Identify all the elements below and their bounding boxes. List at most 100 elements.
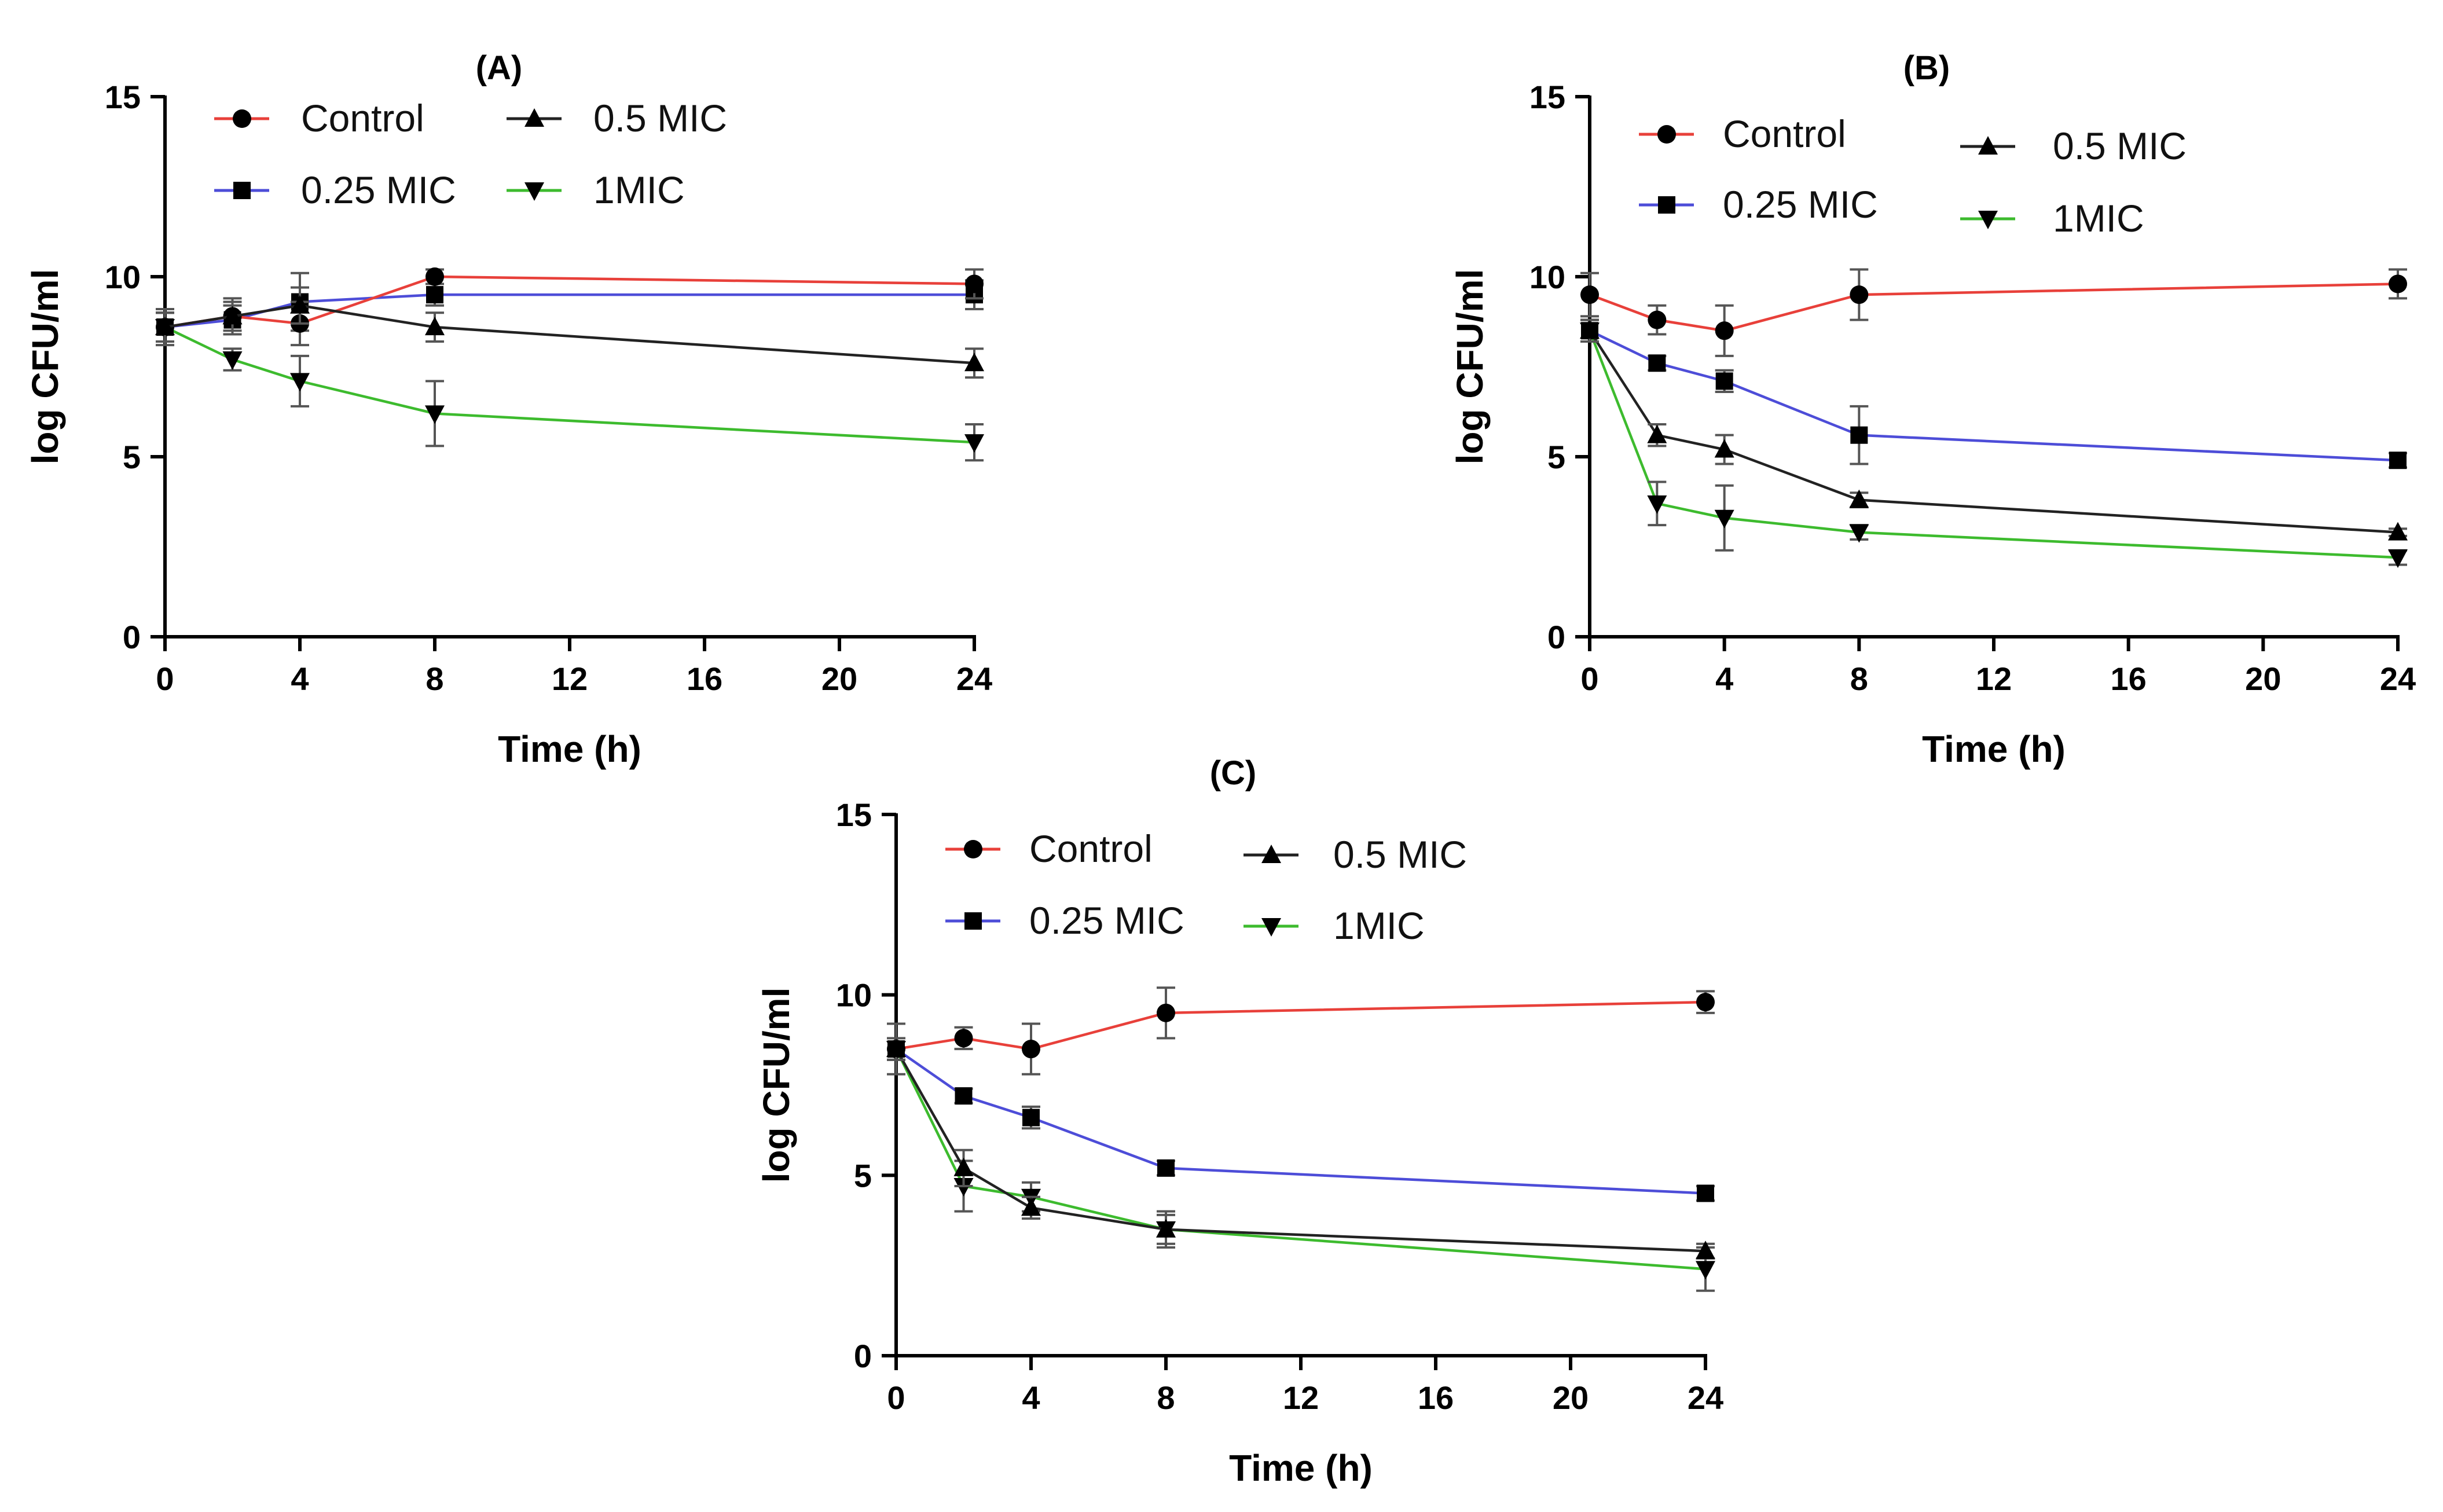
series-line <box>896 1000 1706 1051</box>
legend-label: 0.25 MIC <box>1029 899 1184 942</box>
series-line <box>1589 282 2398 332</box>
x-tick-label: 24 <box>956 660 992 697</box>
series-line <box>1589 329 2398 462</box>
data-point <box>1021 1197 1041 1216</box>
x-axis-label: Time (h) <box>498 728 641 770</box>
data-point <box>1714 509 1734 529</box>
x-tick-label: 12 <box>1283 1379 1319 1416</box>
y-tick-label: 10 <box>105 259 141 295</box>
y-tick-label: 15 <box>836 797 872 833</box>
y-tick-label: 0 <box>123 619 141 655</box>
x-tick-label: 4 <box>1715 660 1733 697</box>
data-point <box>2389 452 2407 469</box>
data-point <box>964 353 984 372</box>
legend: Control 0.5 MIC 0.25 MIC 1MIC <box>945 827 1467 947</box>
x-tick-label: 8 <box>1157 1379 1175 1416</box>
data-point <box>2388 522 2408 541</box>
x-tick-label: 16 <box>2111 660 2147 697</box>
data-point <box>1697 1184 1714 1202</box>
data-point <box>955 1087 973 1105</box>
series-line <box>895 1048 1706 1195</box>
series-line <box>164 275 975 329</box>
chart-panel-a: (A) 0 4 8 12 16 20 24 0 5 10 15 Time (h) log CFU/ml Co… <box>24 49 992 770</box>
data-point <box>426 286 443 304</box>
series-line <box>1589 330 2398 534</box>
legend-marker <box>233 109 251 128</box>
x-tick-label: 24 <box>2380 660 2416 697</box>
data-point <box>1696 1241 1715 1260</box>
data-point <box>425 317 445 336</box>
data-point <box>290 373 310 392</box>
series-line <box>895 1048 1706 1253</box>
chart-title: (B) <box>1903 49 1950 87</box>
chart-panel-c: (C) 0 4 8 12 16 20 24 0 5 10 15 Time (h) log CFU/ml Co… <box>755 754 1723 1489</box>
legend-label: 1MIC <box>593 168 685 211</box>
data-point <box>964 434 984 453</box>
series-line <box>164 304 975 365</box>
legend-label: 0.5 MIC <box>593 97 727 140</box>
data-point <box>425 405 445 424</box>
data-point <box>1696 993 1715 1012</box>
data-point <box>953 1157 974 1176</box>
y-axis-label: log CFU/ml <box>755 988 797 1183</box>
legend-marker <box>524 182 544 201</box>
legend-label: Control <box>301 97 424 140</box>
data-point <box>425 267 444 286</box>
data-point <box>1157 1003 1175 1022</box>
data-point <box>1850 285 1869 304</box>
legend-marker <box>964 912 982 930</box>
data-point <box>1648 310 1667 329</box>
data-point <box>1580 320 1600 339</box>
data-point <box>290 295 310 314</box>
x-tick-label: 12 <box>552 660 588 697</box>
legend-label: 0.5 MIC <box>2053 124 2187 167</box>
data-point <box>1580 285 1599 304</box>
x-tick-label: 8 <box>1850 660 1868 697</box>
data-point <box>965 274 984 293</box>
x-tick-label: 0 <box>1580 660 1598 697</box>
data-point <box>1022 1040 1040 1059</box>
x-tick-label: 20 <box>1553 1379 1589 1416</box>
x-tick-label: 16 <box>1418 1379 1454 1416</box>
data-point <box>1156 1219 1176 1238</box>
x-tick-label: 0 <box>887 1379 905 1416</box>
data-point <box>1849 524 1869 543</box>
legend-label: Control <box>1723 112 1846 155</box>
legend-label: 1MIC <box>2053 197 2144 240</box>
series-1mic <box>886 1037 1715 1292</box>
legend: Control 0.5 MIC 0.25 MIC 1MIC <box>1639 112 2187 240</box>
chart-title: (C) <box>1210 754 1257 792</box>
y-tick-label: 10 <box>836 977 872 1014</box>
data-point <box>1849 489 1869 508</box>
x-tick-label: 4 <box>291 660 309 697</box>
legend-label: 0.25 MIC <box>301 168 456 211</box>
legend-marker <box>1261 918 1281 937</box>
series-0-25-mic <box>1580 318 2407 469</box>
data-point <box>1696 1261 1715 1280</box>
chart-panel-b: (B) 0 4 8 12 16 20 24 0 5 10 15 Time (h) log CFU/ml Co… <box>1449 49 2416 770</box>
data-point <box>1714 439 1734 458</box>
legend-marker <box>524 108 544 127</box>
data-point <box>1648 354 1666 372</box>
series-0-25-mic <box>887 1037 1715 1202</box>
legend-marker <box>1978 136 1998 155</box>
series-line <box>1588 330 2398 559</box>
data-point <box>2388 549 2408 568</box>
data-point <box>1647 424 1667 443</box>
data-point <box>1715 321 1734 340</box>
data-point <box>1157 1159 1175 1177</box>
x-axis-label: Time (h) <box>1922 728 2066 770</box>
series-control <box>887 986 1715 1076</box>
data-point <box>1850 426 1868 444</box>
y-tick-label: 5 <box>123 439 141 475</box>
series-0-5-mic <box>155 286 984 379</box>
x-tick-label: 12 <box>1976 660 2012 697</box>
y-tick-label: 10 <box>1529 259 1565 295</box>
y-tick-label: 15 <box>1529 79 1565 115</box>
y-tick-label: 0 <box>854 1338 872 1374</box>
data-point <box>2389 274 2407 293</box>
series-line <box>164 326 975 444</box>
legend-label: 0.5 MIC <box>1333 833 1467 876</box>
series-control <box>1580 268 2407 357</box>
